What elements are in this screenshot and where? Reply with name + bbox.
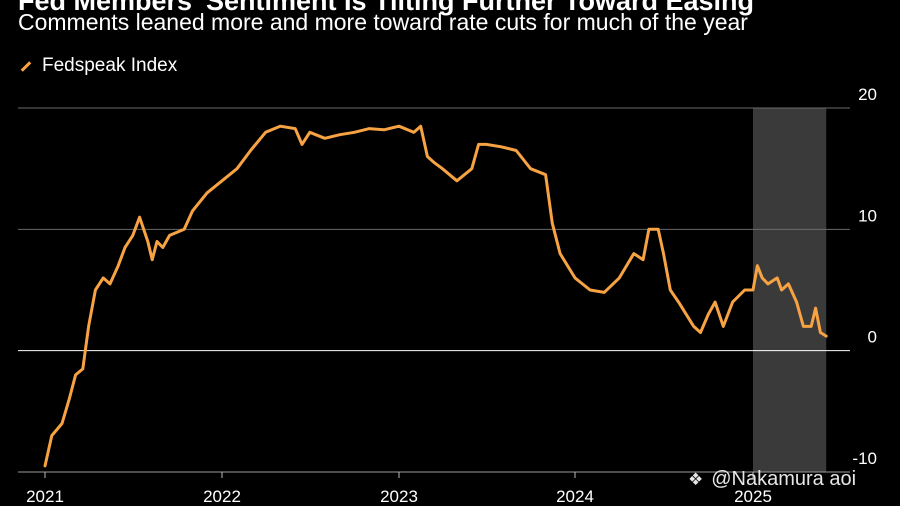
y-tick-label: 20 <box>858 85 877 104</box>
chart-title: Fed Members' Sentiment Is Tilting Furthe… <box>18 0 755 16</box>
diamond-logo-icon: ❖ <box>688 469 704 489</box>
x-tick-label: 2024 <box>556 487 594 506</box>
x-tick-label: 2023 <box>380 487 418 506</box>
y-tick-label: 0 <box>868 328 877 347</box>
watermark-text: @Nakamura aoi <box>711 468 857 490</box>
x-tick-label: 2021 <box>26 487 64 506</box>
x-tick-label: 2025 <box>734 487 772 506</box>
x-tick-label: 2022 <box>203 487 241 506</box>
legend: Fedspeak Index <box>20 55 177 77</box>
watermark: ❖ @Nakamura aoi <box>688 468 856 491</box>
y-tick-label: 10 <box>858 206 877 225</box>
y-tick-label: -10 <box>852 449 877 468</box>
series-line-fedspeak-index <box>43 124 828 468</box>
legend-label: Fedspeak Index <box>42 55 178 76</box>
chart-subtitle: Comments leaned more and more toward rat… <box>18 9 748 35</box>
